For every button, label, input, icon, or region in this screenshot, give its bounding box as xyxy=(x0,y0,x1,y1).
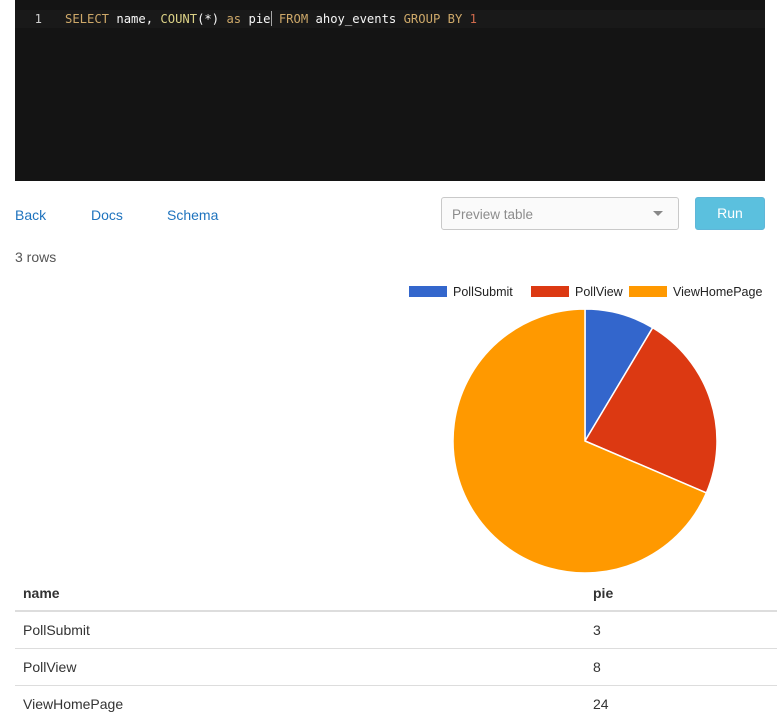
sql-token-kw: FROM xyxy=(278,12,309,26)
pie-slice-viewhomepage[interactable] xyxy=(452,308,708,574)
table-cell-name: PollView xyxy=(15,647,585,685)
legend-swatch-viewhomepage xyxy=(629,286,667,297)
legend-label: PollSubmit xyxy=(453,285,513,299)
legend-label: ViewHomePage xyxy=(673,285,762,299)
sql-token-plain: ahoy_events xyxy=(308,12,404,26)
preview-table-select[interactable]: Preview table xyxy=(441,197,679,230)
chevron-down-icon xyxy=(653,211,663,216)
editor-active-line xyxy=(15,10,765,28)
run-button[interactable]: Run xyxy=(695,197,765,230)
table-row: PollView 8 xyxy=(15,647,777,685)
sql-token-kw: SELECT xyxy=(65,12,110,26)
legend-label: PollView xyxy=(575,285,624,299)
column-header-pie: pie xyxy=(585,575,777,612)
preview-table-placeholder: Preview table xyxy=(452,207,534,222)
pie-chart: PollSubmit PollView ViewHomePage xyxy=(409,285,762,574)
sql-token-plain: pie xyxy=(241,12,271,26)
editor-gutter xyxy=(15,0,59,181)
line-number: 1 xyxy=(34,12,42,26)
table-cell-pie: 24 xyxy=(585,684,777,722)
table-cell-pie: 8 xyxy=(585,647,777,685)
legend-swatch-pollview xyxy=(531,286,569,297)
sql-editor[interactable]: 1 SELECT name, COUNT(*) as pie FROM ahoy… xyxy=(15,0,765,181)
sql-token-plain: name, xyxy=(109,12,161,26)
column-header-name: name xyxy=(15,575,585,612)
table-row: ViewHomePage 24 xyxy=(15,684,777,722)
table-row: PollSubmit 3 xyxy=(15,610,777,648)
sql-token-plain xyxy=(462,12,469,26)
schema-link[interactable]: Schema xyxy=(167,207,219,223)
sql-token-fn: COUNT xyxy=(160,12,198,26)
sql-token-kw: as xyxy=(226,12,242,26)
table-header-row: name pie xyxy=(15,575,777,612)
legend-swatch-pollsubmit xyxy=(409,286,447,297)
results-table: name pie PollSubmit 3 PollView 8 ViewHom… xyxy=(15,575,777,722)
table-cell-pie: 3 xyxy=(585,610,777,648)
table-cell-name: ViewHomePage xyxy=(15,684,585,722)
table-cell-name: PollSubmit xyxy=(15,610,585,648)
text-cursor xyxy=(270,11,272,26)
docs-link[interactable]: Docs xyxy=(91,207,123,223)
sql-token-kw: GROUP BY xyxy=(403,12,463,26)
pie-slice-pollview[interactable] xyxy=(583,326,718,494)
row-count: 3 rows xyxy=(15,249,57,265)
back-link[interactable]: Back xyxy=(15,207,47,223)
sql-query-text[interactable]: SELECT name, COUNT(*) as pie FROM ahoy_e… xyxy=(65,11,477,27)
sql-token-plain xyxy=(272,12,279,26)
sql-token-plain: (*) xyxy=(197,12,227,26)
sql-token-num: 1 xyxy=(469,12,477,26)
